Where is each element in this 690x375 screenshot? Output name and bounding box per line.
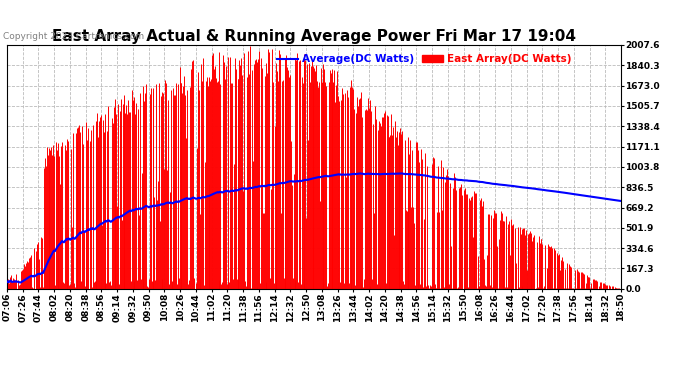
Text: Copyright 2023 Cartronics.com: Copyright 2023 Cartronics.com [3,32,145,41]
Legend: Average(DC Watts), East Array(DC Watts): Average(DC Watts), East Array(DC Watts) [273,50,576,69]
Title: East Array Actual & Running Average Power Fri Mar 17 19:04: East Array Actual & Running Average Powe… [52,29,576,44]
